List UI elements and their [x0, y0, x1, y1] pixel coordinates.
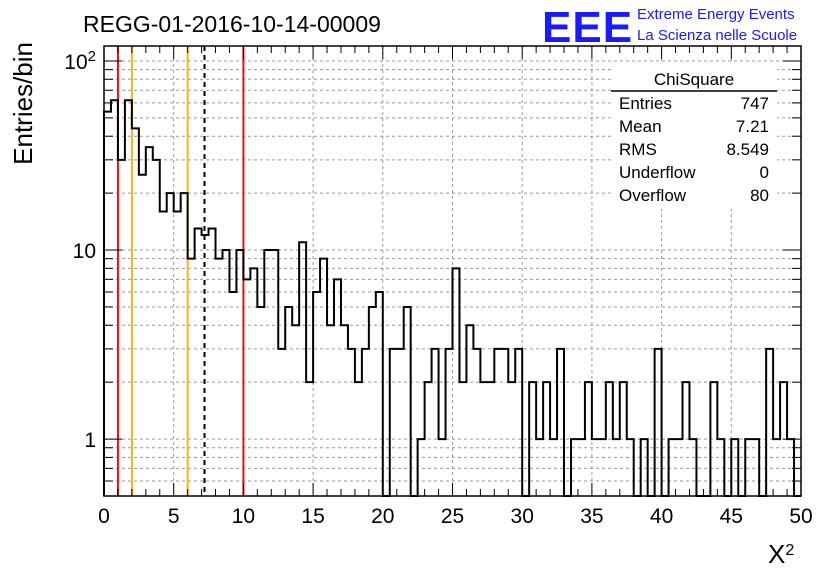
x-tick-label: 20 — [371, 505, 394, 528]
x-tick-label: 10 — [232, 505, 255, 528]
stats-value: 7.21 — [736, 117, 769, 136]
stats-label: RMS — [619, 140, 657, 159]
eee-logo: EEE — [542, 3, 633, 52]
x-axis-label-text: X — [768, 539, 785, 569]
stats-value: 8.549 — [726, 140, 769, 159]
stats-label: Overflow — [619, 186, 687, 205]
x-tick-label: 30 — [511, 505, 534, 528]
chart-title: REGG-01-2016-10-14-00009 — [83, 11, 381, 37]
logo-line-1: Extreme Energy Events — [637, 6, 795, 23]
x-tick-label: 0 — [98, 505, 110, 528]
x-tick-label: 25 — [441, 505, 464, 528]
x-tick-label: 5 — [168, 505, 180, 528]
x-axis-label-sup: 2 — [785, 542, 794, 559]
stats-value: 747 — [741, 94, 769, 113]
stats-label: Underflow — [619, 163, 696, 182]
x-tick-label: 15 — [301, 505, 324, 528]
x-tick-label: 35 — [580, 505, 603, 528]
axes: 0 5 10 15 20 25 30 35 40 45 50 1 10 102 — [64, 45, 813, 528]
y-tick-label: 102 — [64, 47, 96, 74]
histogram — [103, 99, 801, 497]
x-tick-label: 50 — [789, 505, 812, 528]
stats-value: 0 — [760, 163, 769, 182]
stats-label: Entries — [619, 94, 672, 113]
y-axis-label: Entries/bin — [8, 42, 38, 165]
logo-line-2: La Scienza nelle Scuole — [637, 27, 797, 44]
x-tick-label: 45 — [720, 505, 743, 528]
reference-lines — [116, 46, 245, 496]
y-tick-label: 10 — [73, 240, 96, 263]
stats-value: 80 — [750, 186, 769, 205]
stats-box: ChiSquare Entries 747 Mean 7.21 RMS 8.549 Unde… — [611, 64, 777, 209]
x-axis-label: X2 — [768, 539, 794, 569]
histogram-outline — [103, 99, 801, 497]
y-tick-label: 1 — [84, 429, 96, 452]
stats-title: ChiSquare — [654, 70, 734, 89]
x-tick-label: 40 — [650, 505, 673, 528]
stats-label: Mean — [619, 117, 662, 136]
